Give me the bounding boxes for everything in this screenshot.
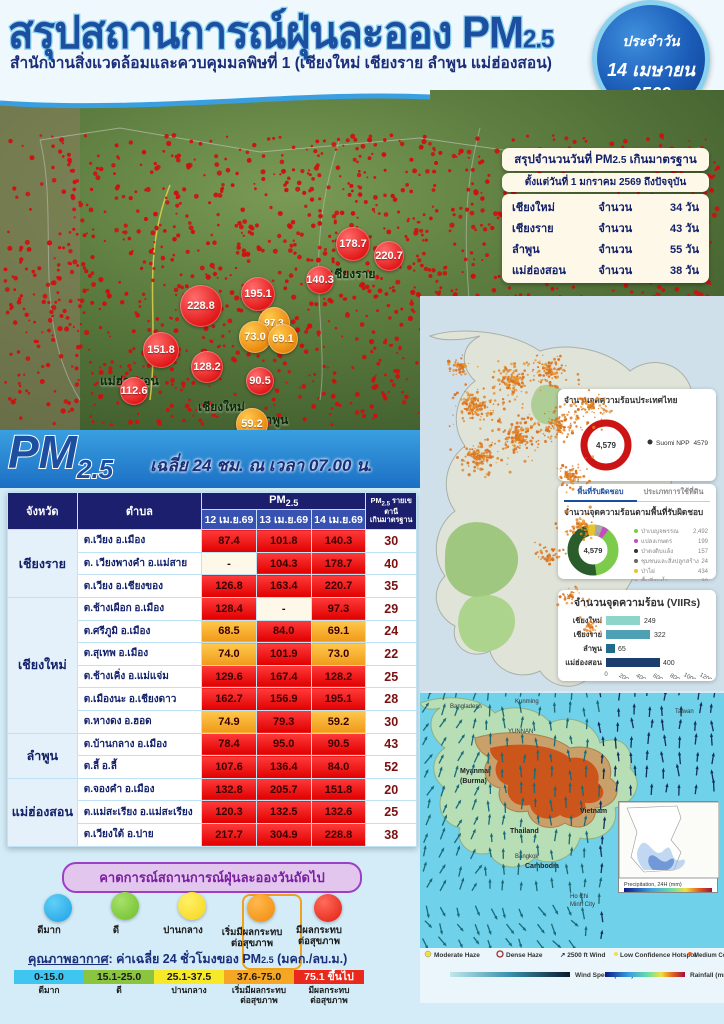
svg-text:Rainfall (mm): Rainfall (mm) <box>690 972 724 979</box>
svg-text:Medium Confidence Hotspot: Medium Confidence Hotspot <box>694 953 724 959</box>
svg-text:Precipitation, 24H (mm): Precipitation, 24H (mm) <box>624 882 682 888</box>
svg-text:Dense Haze: Dense Haze <box>506 952 543 959</box>
svg-text:Moderate Haze: Moderate Haze <box>434 952 480 959</box>
svg-text:Low Confidence Hotspot: Low Confidence Hotspot <box>620 952 697 959</box>
svg-text:↗ 2500 ft Wind: ↗ 2500 ft Wind <box>560 952 606 959</box>
